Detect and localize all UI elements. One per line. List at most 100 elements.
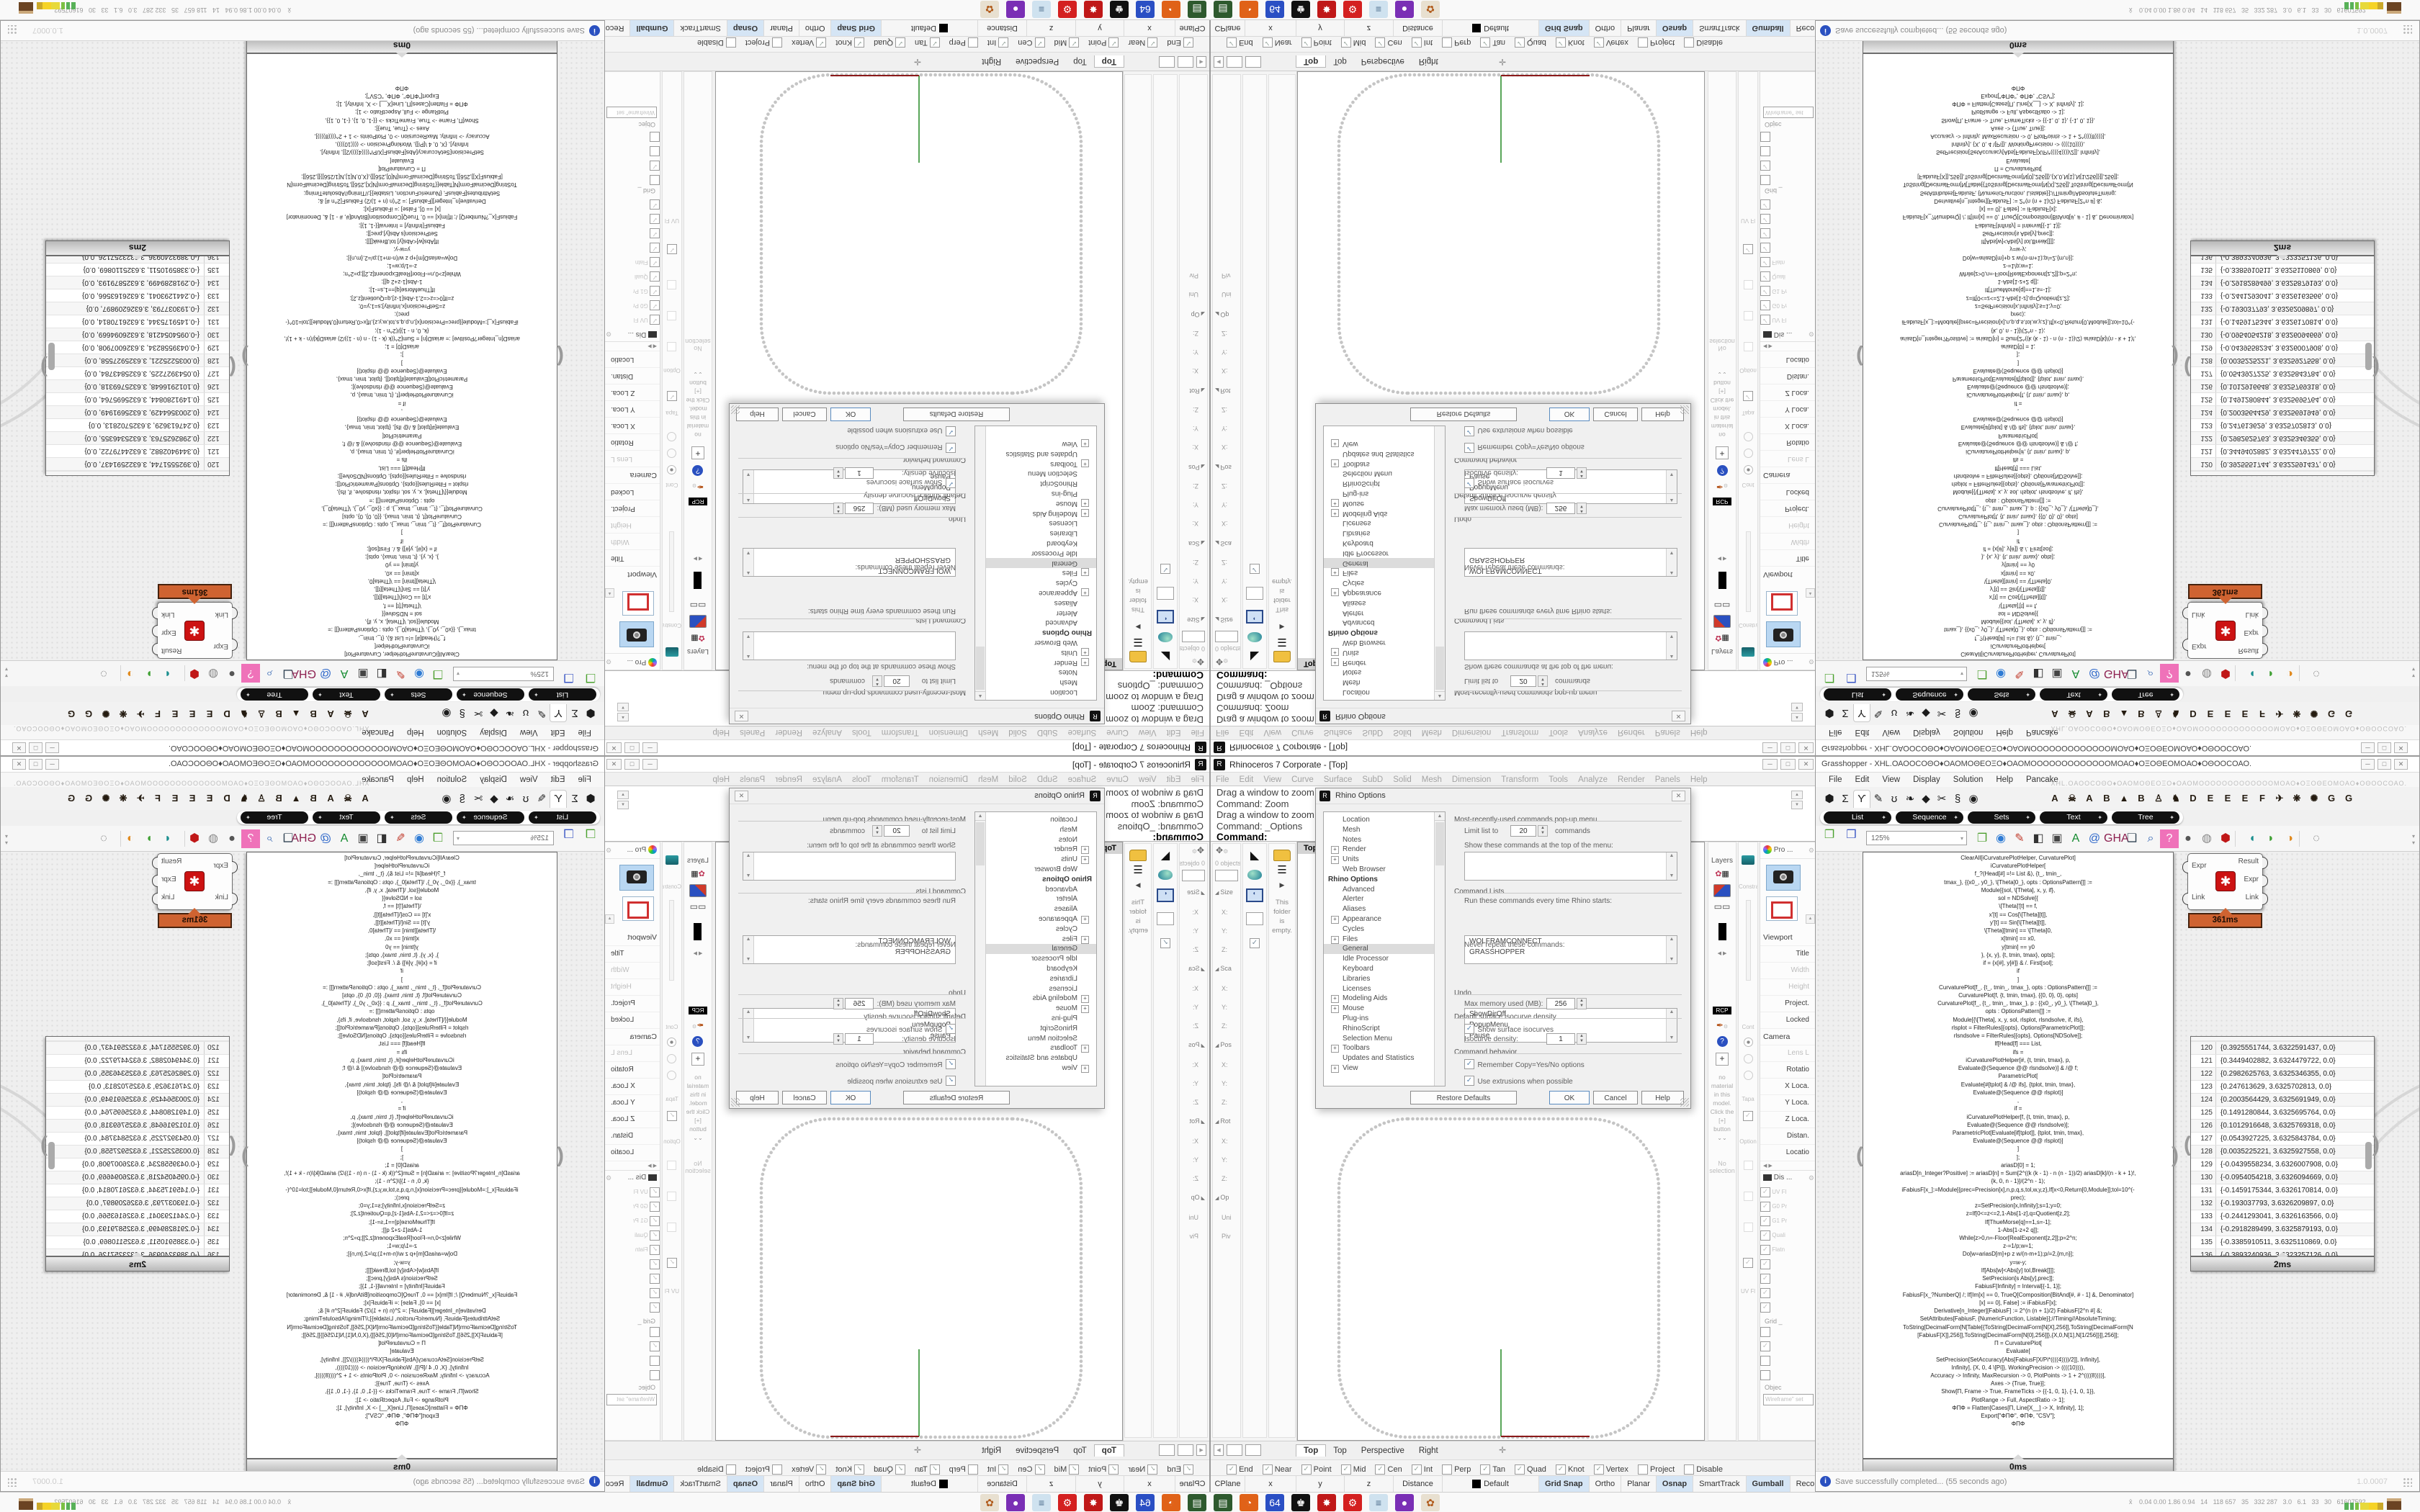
port-expr-in[interactable]: Expr: [2192, 642, 2207, 650]
properties-tab[interactable]: Pro ... ⚙: [1760, 842, 1816, 859]
gh-plugin-tab[interactable]: ❋: [119, 708, 127, 719]
options-tree-item[interactable]: Mesh: [1343, 678, 1361, 687]
osnap-toggle[interactable]: ✓ Point: [1301, 37, 1332, 48]
taskbar-app-icon[interactable]: ⚙: [1058, 1, 1077, 18]
prop-row[interactable]: Title: [604, 549, 660, 566]
boxedit-row[interactable]: X:: [1222, 596, 1228, 603]
boxedit-row[interactable]: Y:: [1222, 501, 1228, 508]
osnap-toggle[interactable]: ✓ End: [1167, 37, 1193, 48]
rhino-menu-item[interactable]: Transform: [1501, 728, 1539, 737]
boxedit-row[interactable]: Rot: [1180, 380, 1207, 400]
maxmem-input[interactable]: 256: [1546, 998, 1575, 1009]
dialog-resize-grip[interactable]: [1680, 405, 1689, 414]
options-tree-item[interactable]: + Mouse: [1324, 498, 1445, 508]
dialog-close-icon[interactable]: ✕: [735, 791, 748, 801]
gh-menu-item[interactable]: View: [519, 728, 538, 737]
gh-category-tab-icon[interactable]: ❧: [505, 793, 515, 805]
status-toggle[interactable]: Gumball: [629, 19, 674, 36]
gh-canvas[interactable]: ClearAll[iCurvaturePlotHelper, Curvature…: [1816, 41, 2419, 660]
rcp-badge[interactable]: RCP: [689, 498, 707, 505]
prop-row[interactable]: Title: [604, 946, 660, 963]
gh-toolbar-icon[interactable]: ◖: [164, 832, 171, 845]
prop-row[interactable]: Camera: [1760, 1029, 1816, 1045]
osnap-toggle[interactable]: ✓ Near: [1262, 1464, 1292, 1475]
data-panel-caption[interactable]: 2ms: [45, 1256, 230, 1272]
mid-box-1[interactable]: [1743, 342, 1753, 351]
save-file-icon[interactable]: ❒: [563, 671, 574, 683]
display-check-row[interactable]: ✓ G0 Pr: [1760, 1200, 1816, 1214]
gh-plugin-tab[interactable]: F: [155, 793, 161, 804]
port-expr-out[interactable]: Expr: [2244, 629, 2259, 636]
mid-check2[interactable]: ✓: [1739, 243, 1757, 256]
options-tree-item[interactable]: Keyboard: [1343, 539, 1373, 548]
rhino-menu-item[interactable]: View: [1138, 775, 1157, 784]
maxmem-input[interactable]: 256: [1546, 503, 1575, 514]
viewport-tab[interactable]: Top: [1093, 55, 1124, 68]
gh-menu-item[interactable]: Help: [1996, 728, 2014, 737]
status-toggle[interactable]: Gumball: [629, 1476, 674, 1493]
status-toggle[interactable]: Grid Snap: [830, 19, 881, 36]
boxedit-row[interactable]: Pos: [1213, 456, 1240, 477]
port-link-out[interactable]: Link: [161, 611, 175, 618]
props-scroll-up-icon[interactable]: ▲: [605, 588, 614, 598]
gh-plugin-tab[interactable]: ☠: [344, 793, 352, 804]
display-check-row[interactable]: ✓: [604, 197, 660, 212]
gh-category-tab-icon[interactable]: ʊ: [522, 707, 529, 719]
osnap-toggle[interactable]: ✓ Knot: [835, 1464, 865, 1475]
gh-toolbar-icon[interactable]: @: [2088, 667, 2101, 680]
gh-toolbar-icon[interactable]: ❐: [1976, 832, 1988, 845]
prop-row[interactable]: Rotatio: [604, 1062, 660, 1079]
status-toggle[interactable]: Ortho: [1590, 1476, 1622, 1493]
command-scroll-up-icon[interactable]: ▲: [617, 713, 629, 721]
rhino-menu-item[interactable]: Analyze: [812, 775, 842, 784]
rhino-menu-item[interactable]: Surface: [1323, 775, 1353, 784]
boxedit-row[interactable]: Op: [1213, 304, 1240, 324]
data-panel-output-nub[interactable]: ): [40, 1133, 48, 1156]
rhino-menu-item[interactable]: Solid: [1393, 775, 1412, 784]
dialog-close-icon[interactable]: ✕: [735, 711, 748, 721]
osnap-toggle[interactable]: ✓ Tan: [915, 1464, 940, 1475]
gh-plugin-tab[interactable]: ▲: [2119, 793, 2129, 804]
gh-menu-item[interactable]: Edit: [550, 775, 565, 784]
gh-subtab-pill[interactable]: Text ✦: [2040, 688, 2107, 701]
gh-plugin-tab[interactable]: ♞: [240, 793, 248, 804]
gh-category-tab-icon[interactable]: ◆: [1922, 793, 1930, 805]
gh-toolbar-icon[interactable]: ▣: [2051, 667, 2063, 680]
nub-link-out[interactable]: [152, 893, 158, 905]
gh-titlebar[interactable]: Grasshopper - XHL.ΟΑΟΟCΟΘΟ♦ΟΑΟΜΟΘΕΟΞΟ♦ΟΑ…: [1, 739, 604, 755]
grid-check-row[interactable]: ✓: [1760, 1339, 1816, 1354]
status-cell[interactable]: y: [1296, 1476, 1345, 1493]
status-cell[interactable]: z: [1345, 1476, 1394, 1493]
props-hscroll[interactable]: ◀ ▶: [647, 1164, 657, 1169]
gh-minimize-icon[interactable]: ─: [45, 742, 59, 753]
never-command-item[interactable]: Pause: [1469, 1032, 1490, 1040]
gh-toolbar-icon[interactable]: [2235, 831, 2243, 847]
options-tree-item[interactable]: + Units: [975, 855, 1096, 865]
boxedit-row[interactable]: Size: [1213, 883, 1240, 903]
code-panel-input-nub[interactable]: (: [1856, 1143, 1863, 1167]
hamburger-icon[interactable]: ☰: [1133, 636, 1143, 648]
osnap-toggle[interactable]: ✓ Mid: [1054, 1464, 1080, 1475]
gh-plugin-tab[interactable]: ♞: [2172, 708, 2180, 719]
rhino-options-dialog[interactable]: R Rhino Options ✕ Location Mesh Notes + Rend…: [729, 788, 1105, 1109]
gh-category-tab-icon[interactable]: ✂: [473, 793, 483, 805]
display-check-row[interactable]: ✓ Quali: [604, 269, 660, 284]
limit-spinner[interactable]: ▲ ▼: [1538, 825, 1548, 837]
radio-off[interactable]: [1743, 1054, 1753, 1063]
rhino-menu-item[interactable]: View: [1263, 728, 1282, 737]
options-tree-item[interactable]: + Modeling Aids: [975, 508, 1096, 518]
taskbar-app-icon[interactable]: 64: [1265, 1494, 1284, 1511]
osnap-toggle[interactable]: Perp: [949, 1464, 978, 1475]
gh-toolbar-icon[interactable]: ●: [2184, 667, 2192, 680]
status-cell[interactable]: x: [1245, 19, 1296, 36]
mid-box-2[interactable]: [667, 1192, 677, 1201]
restore-defaults-button[interactable]: Restore Defaults: [903, 1091, 1010, 1104]
run-command-item[interactable]: WOLFRAMCONNECT: [1469, 937, 1542, 945]
prop-row[interactable]: Locked: [604, 483, 660, 500]
display-check-row[interactable]: ✓: [604, 212, 660, 226]
nub-expr-out[interactable]: [152, 625, 158, 637]
flag-icon[interactable]: [1713, 615, 1731, 628]
run-commands-listbox[interactable]: WOLFRAMCONNECT GRASSHOPPER ▲ ▼: [1464, 935, 1677, 964]
taskbar-app-icon[interactable]: ≡: [1032, 1494, 1051, 1511]
paintbrush-icon[interactable]: ✒⚙: [1716, 1020, 1729, 1030]
